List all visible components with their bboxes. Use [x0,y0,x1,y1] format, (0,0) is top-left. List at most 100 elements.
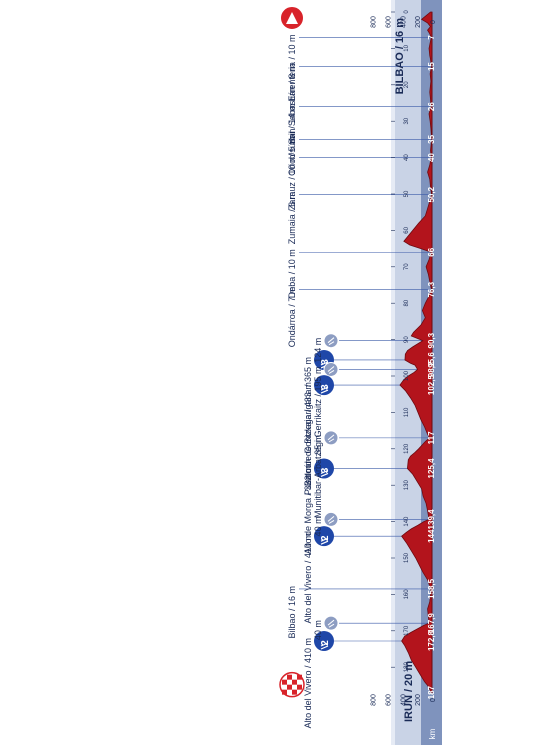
waypoint-km-label: 95,6 [427,352,436,368]
distance-tick-label: 40 [404,154,410,161]
distance-tick-label: 100 [404,370,410,381]
waypoint-km-label: 172,8 [427,630,436,651]
waypoint-km-label: 76,3 [427,281,436,297]
climb-category: 3 [320,467,331,473]
climb-category: 3 [320,359,331,365]
start-triangle [286,12,298,24]
waypoint-km-label: 125,4 [427,458,436,479]
waypoint-km-label: 102,5 [427,375,436,396]
finish-check [292,679,297,685]
waypoint-km-label: 90,3 [427,332,436,348]
distance-tick-label: 170 [404,625,410,636]
elevation-profile-area [399,11,433,694]
waypoint-km-label: 35 [427,134,436,143]
start-icon [279,5,305,31]
elevation-tick-top: 200 [415,16,422,28]
waypoint-label: 40 m [313,516,323,536]
climb-badge [314,526,334,547]
climb-glyph [320,469,329,478]
waypoint-label: 40 m [313,620,323,640]
distance-tick-label: 180 [404,662,410,673]
elevation-tick-top: 0 [430,20,437,24]
intermediate-climb-icon [323,361,339,377]
waypoint-km-label: 66 [427,247,436,256]
waypoint-label: Zumaia / 6 m [287,192,297,245]
waypoint-km-label: 7 [427,35,436,40]
waypoint-label: Errenteria / 10 m [287,34,297,101]
intermediate-glyph [327,619,335,628]
elevation-tick-top: 400 [400,16,407,28]
finish-check [282,689,287,695]
third-category-climb-icon: 3 [314,375,334,396]
waypoint-km-label: 139,4 [427,509,436,530]
climb-badge [314,630,334,651]
waypoint-km-label: 167,9 [427,613,436,634]
elevation-tick-bottom: 600 [386,694,393,706]
waypoint-label: Deba / 10 m [287,249,297,298]
elevation-tick-bottom: 0 [430,698,437,702]
distance-tick-label: 10 [404,44,410,51]
intermediate-glyph [327,366,335,374]
waypoint-km-label: 15 [427,62,436,71]
finish-label: BILBAO / 16 m [394,18,406,95]
waypoint-label: Alto del Vivero / 410 m [303,638,313,728]
distance-tick-label: 50 [404,190,410,197]
distance-tick-label: 140 [404,516,410,527]
distance-tick-label: 130 [404,480,410,491]
climb-category: 2 [320,535,331,541]
waypoint-label: Alto del Vivero / 410 m [303,533,313,623]
waypoint-label: 124 m [313,338,323,363]
waypoint-label: 35 m [313,435,323,455]
climb-category: 3 [320,384,331,390]
distance-tick-label: 80 [404,299,410,306]
waypoint-km-label: 50,2 [427,186,436,202]
finish-check [282,679,287,685]
finish-check [297,684,302,690]
waypoint-km-label: 158,5 [427,578,436,599]
climb-glyph [320,537,329,545]
elevation-tick-top: 600 [386,16,393,28]
finish-check [287,684,292,690]
waypoint-label: Puerto de Gontzagarigana / 365 m [303,357,313,495]
waypoint-km-label: 117 [427,431,436,444]
distance-tick-label: 0 [404,10,410,14]
waypoint-label: Bilbao / 16 m [287,586,297,639]
waypoint-km-label: 98,2 [427,361,436,377]
finish-check [297,674,302,680]
distance-tick-label: 110 [404,407,410,417]
distance-tick-label: 160 [404,589,410,600]
climb-glyph [320,386,329,394]
waypoint-label: Orio / 5 m [287,136,297,176]
waypoint-label: Alto de Morga / 332 m [303,465,313,554]
intermediate-climb-icon [323,430,339,446]
intermediate-glyph [327,434,335,443]
finish-flag-icon [279,671,305,698]
km-unit-label: km [428,728,437,739]
elevation-tick-bottom: 200 [415,694,422,706]
waypoint-label: Usúrbil / 14 m [287,104,297,160]
distance-tick-label: 20 [404,81,410,88]
waypoint-km-label: 40 [427,153,436,162]
intermediate-glyph [327,516,335,524]
second-category-climb-icon: 2 [314,630,334,651]
waypoint-km-label: 144 [427,529,436,543]
intermediate-glyph [327,337,335,346]
distance-tick-label: 30 [404,117,410,124]
axis-band-edge [391,0,395,745]
waypoint-label: Ondárroa / 7 m [287,287,297,348]
climb-badge [314,458,334,479]
climb-category: 2 [320,640,331,646]
third-category-climb-icon: 3 [314,458,334,479]
climb-badge [314,375,334,396]
waypoint-km-label: 26 [427,102,436,111]
distance-tick-label: 60 [404,226,410,233]
waypoint-label: Munitibar-Arbatzegi Gerrikaitz / 195 m [313,366,323,518]
climb-glyph [320,642,329,650]
second-category-climb-icon: 2 [314,526,334,547]
waypoint-km-label: 187 [427,685,436,699]
finish-check [287,674,292,680]
axis-band [395,0,421,745]
waypoint-label: San Sebastián / 8 m [287,64,297,145]
